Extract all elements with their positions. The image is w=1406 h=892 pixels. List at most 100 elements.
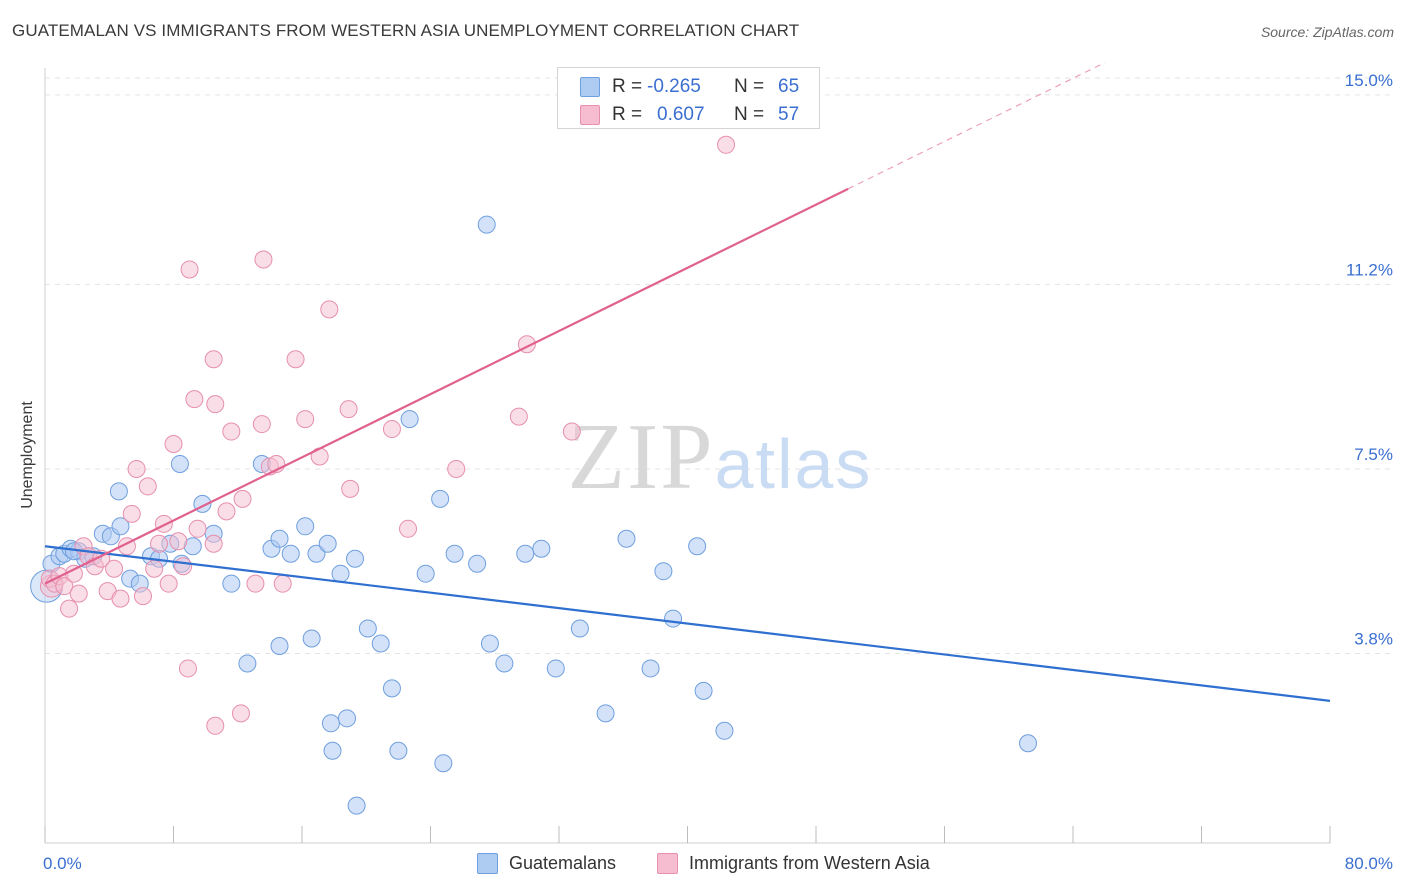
- guatemalans-point: [321, 714, 340, 733]
- guatemalans-point: [358, 619, 377, 638]
- guatemalans-point: [434, 754, 453, 773]
- western-asia-point: [122, 504, 141, 523]
- western-asia-point: [133, 587, 152, 606]
- guatemalans-point: [495, 654, 514, 673]
- western-asia-point: [246, 574, 265, 593]
- western-asia-points: [39, 135, 736, 735]
- legend-swatch-guatemalans: [580, 77, 600, 97]
- western-asia-point: [341, 479, 360, 498]
- legend-n-label: N =: [734, 104, 765, 125]
- guatemalans-point: [416, 564, 435, 583]
- western-asia-point: [138, 477, 157, 496]
- trend-layer: [44, 61, 1331, 702]
- guatemalans-point: [170, 454, 189, 473]
- guatemalans-point: [347, 796, 366, 815]
- guatemalans-point: [323, 741, 342, 760]
- guatemalans-point: [477, 215, 496, 234]
- guatemalans-point: [307, 544, 326, 563]
- y-tick-label: 15.0%: [1345, 71, 1393, 90]
- western-asia-point: [174, 557, 193, 576]
- watermark: ZIPatlas: [568, 405, 873, 509]
- guatemalans-point: [296, 517, 315, 536]
- western-asia-point: [204, 350, 223, 369]
- western-asia-point: [127, 459, 146, 478]
- legend-swatch-western-asia: [580, 105, 600, 125]
- western-asia-point: [111, 589, 130, 608]
- western-asia-trend-line: [44, 187, 849, 585]
- legend-n-value: 65: [778, 76, 800, 97]
- legend-n-value: 57: [778, 104, 800, 125]
- western-asia-trend-extension: [847, 61, 1106, 190]
- guatemalans-point: [532, 539, 551, 558]
- western-asia-point: [382, 420, 401, 439]
- western-asia-point: [69, 584, 88, 603]
- guatemalans-point: [111, 517, 130, 536]
- western-asia-point: [252, 415, 271, 434]
- guatemalans-point: [664, 609, 683, 628]
- western-asia-point: [180, 260, 199, 279]
- y-tick-label: 11.2%: [1346, 260, 1393, 279]
- guatemalans-point: [270, 529, 289, 548]
- guatemalans-point: [445, 544, 464, 563]
- chart-title: GUATEMALAN VS IMMIGRANTS FROM WESTERN AS…: [12, 21, 800, 40]
- western-asia-point: [188, 519, 207, 538]
- guatemalans-point: [431, 489, 450, 508]
- guatemalans-point: [596, 704, 615, 723]
- western-asia-point: [273, 574, 292, 593]
- series-swatch-guatemalans: [477, 853, 498, 874]
- western-asia-point: [164, 435, 183, 454]
- western-asia-point: [254, 250, 273, 269]
- guatemalans-point: [281, 544, 300, 563]
- western-asia-point: [339, 400, 358, 419]
- legend-r-value: -0.265: [647, 76, 701, 97]
- western-asia-point: [169, 532, 188, 551]
- guatemalans-point: [109, 482, 128, 501]
- guatemalans-point: [302, 629, 321, 648]
- x-tick-label: 80.0%: [1345, 854, 1393, 873]
- guatemalans-point: [389, 741, 408, 760]
- guatemalans-point: [654, 562, 673, 581]
- y-tick-label: 3.8%: [1354, 629, 1393, 648]
- legend-r-label: R =: [612, 104, 643, 125]
- guatemalans-point: [318, 534, 337, 553]
- guatemalans-point: [546, 659, 565, 678]
- guatemalans-point: [331, 564, 350, 583]
- guatemalans-point: [570, 619, 589, 638]
- guatemalans-point: [516, 544, 535, 563]
- western-asia-point: [159, 574, 178, 593]
- western-asia-point: [206, 716, 225, 735]
- guatemalans-point: [694, 681, 713, 700]
- guatemalans-point: [480, 634, 499, 653]
- axis-layer: [44, 68, 1331, 844]
- guatemalans-point: [222, 574, 241, 593]
- watermark-zip: ZIP: [568, 405, 715, 509]
- tick-label-layer: 3.8% 7.5% 11.2% 15.0% 0.0% 80.0%: [43, 71, 1393, 873]
- western-asia-point: [320, 300, 339, 319]
- western-asia-point: [399, 519, 418, 538]
- guatemalans-point: [337, 709, 356, 728]
- guatemalans-point: [641, 659, 660, 678]
- western-asia-point: [296, 410, 315, 429]
- watermark-atlas: atlas: [715, 425, 873, 503]
- series-swatch-western-asia: [657, 853, 678, 874]
- western-asia-point: [509, 407, 528, 426]
- western-asia-point: [150, 534, 169, 553]
- legend-n-label: N =: [734, 76, 765, 97]
- western-asia-point: [154, 514, 173, 533]
- x-tick-label: 0.0%: [43, 854, 82, 873]
- legend-r-value: 0.607: [657, 104, 705, 125]
- western-asia-point: [286, 350, 305, 369]
- guatemalans-point: [371, 634, 390, 653]
- source-label: Source: ZipAtlas.com: [1260, 24, 1394, 40]
- guatemalans-point: [617, 529, 636, 548]
- western-asia-point: [145, 559, 164, 578]
- guatemalans-point: [382, 679, 401, 698]
- guatemalans-point: [1019, 734, 1038, 753]
- western-asia-point: [185, 390, 204, 409]
- western-asia-point: [231, 704, 250, 723]
- guatemalans-point: [688, 537, 707, 556]
- guatemalans-point: [400, 410, 419, 429]
- series-label-western-asia: Immigrants from Western Asia: [689, 853, 930, 873]
- guatemalans-points: [30, 215, 1038, 815]
